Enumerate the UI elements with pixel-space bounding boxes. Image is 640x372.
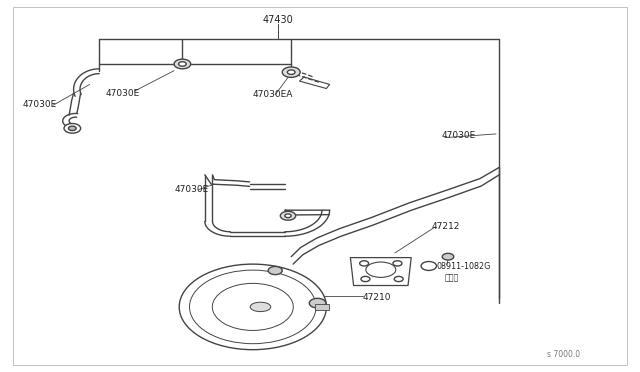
- Ellipse shape: [250, 302, 271, 312]
- Circle shape: [361, 276, 370, 282]
- Circle shape: [394, 276, 403, 282]
- Circle shape: [64, 124, 81, 133]
- Text: 47030E: 47030E: [174, 185, 209, 194]
- Circle shape: [68, 126, 76, 131]
- Text: 47030E: 47030E: [442, 131, 476, 140]
- Text: N: N: [426, 263, 431, 269]
- Circle shape: [285, 214, 291, 218]
- Ellipse shape: [366, 262, 396, 278]
- Bar: [316, 304, 330, 310]
- Text: 08911-1082G: 08911-1082G: [436, 262, 491, 271]
- Circle shape: [309, 298, 326, 308]
- Circle shape: [360, 261, 369, 266]
- Text: 47210: 47210: [363, 293, 392, 302]
- Circle shape: [282, 67, 300, 77]
- Circle shape: [174, 59, 191, 69]
- Text: 47430: 47430: [263, 16, 294, 25]
- Circle shape: [393, 261, 402, 266]
- Circle shape: [268, 266, 282, 275]
- Text: 47030E: 47030E: [22, 100, 57, 109]
- Text: 47212: 47212: [432, 222, 460, 231]
- Text: （１）: （１）: [445, 274, 459, 283]
- Circle shape: [179, 62, 186, 66]
- Circle shape: [442, 253, 454, 260]
- Text: s 7000.0: s 7000.0: [547, 350, 580, 359]
- Circle shape: [212, 283, 293, 330]
- Circle shape: [421, 262, 436, 270]
- Circle shape: [280, 211, 296, 220]
- Text: 47030EA: 47030EA: [253, 90, 293, 99]
- Circle shape: [287, 70, 295, 74]
- Circle shape: [179, 264, 326, 350]
- Text: 47030E: 47030E: [106, 89, 140, 97]
